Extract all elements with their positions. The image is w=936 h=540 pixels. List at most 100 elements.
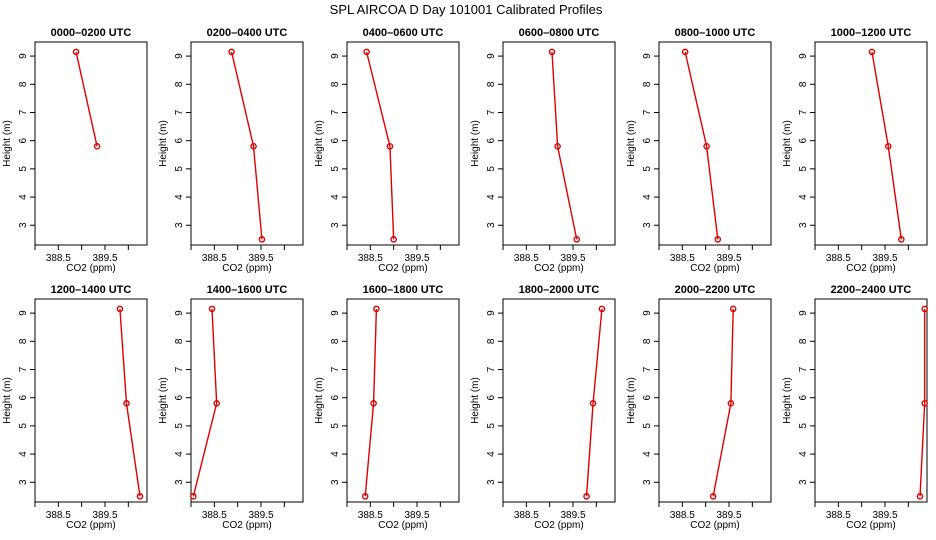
y-axis-label: Height (m) xyxy=(782,120,793,167)
x-tick-label: 389.5 xyxy=(248,253,273,264)
panel-title: 0200–0400 UTC xyxy=(207,27,288,39)
y-tick-label: 6 xyxy=(174,137,185,143)
profile-line xyxy=(871,51,903,240)
profile-point xyxy=(370,400,377,407)
profile-point xyxy=(213,400,220,407)
y-tick-label: 9 xyxy=(18,310,29,316)
y-axis-label: Height (m) xyxy=(626,120,637,167)
plot-frame xyxy=(346,298,460,503)
profile-point xyxy=(190,493,197,500)
y-tick-label: 8 xyxy=(330,81,341,87)
y-tick-label: 4 xyxy=(798,451,809,457)
profile-line xyxy=(230,51,263,240)
y-tick-label: 7 xyxy=(486,109,497,115)
panel-title: 1400–1600 UTC xyxy=(207,284,288,296)
plot-frame xyxy=(814,298,928,503)
profile-point xyxy=(390,236,397,243)
profile-point xyxy=(589,400,597,407)
panel-title: 1000–1200 UTC xyxy=(831,27,912,39)
y-axis-label: Height (m) xyxy=(158,120,169,167)
plot-frame xyxy=(34,41,148,246)
profile-point xyxy=(554,143,561,150)
y-axis-label: Height (m) xyxy=(470,120,481,167)
y-axis-label: Height (m) xyxy=(2,377,13,424)
profile-point xyxy=(709,493,717,500)
x-axis-label: CO2 (ppm) xyxy=(222,520,271,531)
y-tick-label: 4 xyxy=(486,194,497,200)
x-tick-label: 388.5 xyxy=(358,510,383,521)
profile-point xyxy=(250,143,257,150)
x-tick-label: 389.5 xyxy=(872,510,897,521)
x-axis-label: CO2 (ppm) xyxy=(66,263,115,274)
y-tick-label: 8 xyxy=(330,338,341,344)
y-tick-label: 7 xyxy=(18,366,29,372)
panel-title: 2200–2400 UTC xyxy=(831,284,912,296)
y-tick-label: 3 xyxy=(642,222,653,228)
profile-line xyxy=(712,308,734,497)
y-tick-label: 5 xyxy=(18,423,29,429)
y-tick-label: 3 xyxy=(18,222,29,228)
profile-point xyxy=(921,305,928,313)
y-tick-label: 6 xyxy=(642,137,653,143)
profile-point xyxy=(228,48,235,56)
y-tick-label: 5 xyxy=(330,166,341,172)
plot-frame xyxy=(814,41,928,246)
y-tick-label: 4 xyxy=(642,194,653,200)
y-tick-label: 9 xyxy=(486,53,497,59)
profile-point xyxy=(729,305,737,313)
x-axis-label: CO2 (ppm) xyxy=(222,263,271,274)
y-tick-label: 8 xyxy=(486,338,497,344)
y-tick-label: 9 xyxy=(330,53,341,59)
plot-frame xyxy=(658,41,772,246)
y-tick-label: 9 xyxy=(486,310,497,316)
profile-line xyxy=(75,51,98,147)
x-tick-label: 388.5 xyxy=(826,253,851,264)
x-axis-label: CO2 (ppm) xyxy=(690,263,739,274)
y-tick-label: 9 xyxy=(798,310,809,316)
y-tick-label: 7 xyxy=(174,366,185,372)
y-tick-label: 9 xyxy=(174,53,185,59)
y-tick-label: 7 xyxy=(330,366,341,372)
y-tick-label: 8 xyxy=(798,338,809,344)
panel-title: 0400–0600 UTC xyxy=(363,27,444,39)
x-axis-label: CO2 (ppm) xyxy=(690,520,739,531)
x-tick-label: 389.5 xyxy=(404,253,429,264)
y-tick-label: 9 xyxy=(18,53,29,59)
profile-line xyxy=(684,51,719,240)
y-tick-label: 6 xyxy=(798,394,809,400)
panel-title: 0800–1000 UTC xyxy=(675,27,756,39)
y-tick-label: 5 xyxy=(798,166,809,172)
profile-point xyxy=(548,48,556,56)
y-tick-label: 6 xyxy=(798,137,809,143)
profile-line xyxy=(192,308,218,497)
plot-frame xyxy=(190,41,304,246)
y-tick-label: 4 xyxy=(174,194,185,200)
y-tick-label: 7 xyxy=(330,109,341,115)
profile-line xyxy=(119,308,141,497)
x-tick-label: 388.5 xyxy=(46,253,71,264)
profile-point xyxy=(386,143,394,150)
profile-point xyxy=(361,493,369,500)
y-tick-label: 8 xyxy=(486,81,497,87)
y-tick-label: 4 xyxy=(174,451,185,457)
profile-point xyxy=(136,493,144,500)
profile-point xyxy=(583,493,590,500)
profile-point xyxy=(208,305,216,313)
profile-point xyxy=(363,48,370,56)
x-axis-label: CO2 (ppm) xyxy=(378,520,427,531)
y-tick-label: 4 xyxy=(330,194,341,200)
y-tick-label: 6 xyxy=(642,394,653,400)
y-tick-label: 4 xyxy=(642,451,653,457)
profile-point xyxy=(72,48,80,56)
y-tick-label: 9 xyxy=(174,310,185,316)
x-tick-label: 389.5 xyxy=(560,253,585,264)
x-tick-label: 388.5 xyxy=(826,510,851,521)
panel-title: 1800–2000 UTC xyxy=(519,284,600,296)
